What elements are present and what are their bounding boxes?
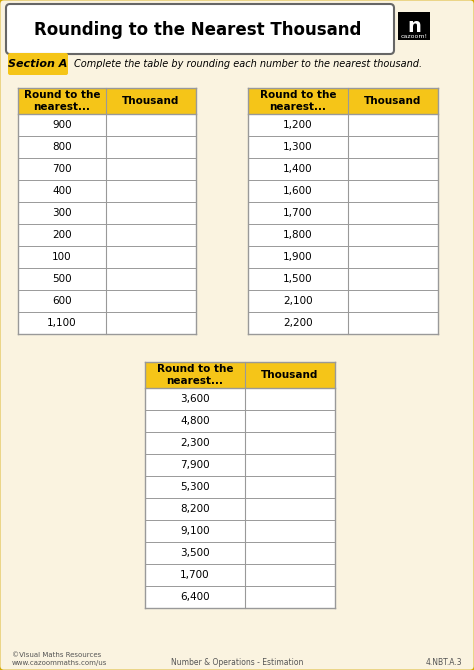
- Text: 1,600: 1,600: [283, 186, 313, 196]
- Bar: [248, 88, 438, 114]
- Text: 1,400: 1,400: [283, 164, 313, 174]
- Text: 900: 900: [52, 120, 72, 130]
- Text: Round to the
nearest...: Round to the nearest...: [260, 90, 336, 112]
- Text: Thousand: Thousand: [365, 96, 422, 106]
- Text: 2,100: 2,100: [283, 296, 313, 306]
- Text: 2,200: 2,200: [283, 318, 313, 328]
- Text: 3,500: 3,500: [180, 548, 210, 558]
- Text: Thousand: Thousand: [261, 370, 319, 380]
- FancyBboxPatch shape: [6, 4, 394, 54]
- Text: 1,300: 1,300: [283, 142, 313, 152]
- Text: 1,900: 1,900: [283, 252, 313, 262]
- Text: Round to the
nearest...: Round to the nearest...: [24, 90, 100, 112]
- Text: 9,100: 9,100: [180, 526, 210, 536]
- Text: 2,300: 2,300: [180, 438, 210, 448]
- Text: Thousand: Thousand: [122, 96, 180, 106]
- Text: 5,300: 5,300: [180, 482, 210, 492]
- Bar: [145, 362, 335, 608]
- Text: 700: 700: [52, 164, 72, 174]
- Text: ©Visual Maths Resources
www.cazoommaths.com/us: ©Visual Maths Resources www.cazoommaths.…: [12, 652, 108, 667]
- Text: Section A: Section A: [9, 59, 68, 69]
- Text: Rounding to the Nearest Thousand: Rounding to the Nearest Thousand: [34, 21, 362, 39]
- Text: Number & Operations - Estimation: Number & Operations - Estimation: [171, 658, 303, 667]
- Bar: [145, 362, 335, 388]
- Text: 6,400: 6,400: [180, 592, 210, 602]
- Text: Round to the
nearest...: Round to the nearest...: [157, 364, 233, 386]
- Text: 1,700: 1,700: [180, 570, 210, 580]
- Text: 500: 500: [52, 274, 72, 284]
- FancyBboxPatch shape: [8, 53, 68, 75]
- Text: cazoom!: cazoom!: [401, 34, 428, 38]
- Text: 800: 800: [52, 142, 72, 152]
- Text: 600: 600: [52, 296, 72, 306]
- Bar: [248, 88, 438, 334]
- Text: 1,800: 1,800: [283, 230, 313, 240]
- Text: 1,100: 1,100: [47, 318, 77, 328]
- Bar: [18, 88, 196, 334]
- Text: n: n: [407, 17, 421, 36]
- Bar: [398, 12, 430, 40]
- Text: 300: 300: [52, 208, 72, 218]
- Text: 4,800: 4,800: [180, 416, 210, 426]
- Text: 4.NBT.A.3: 4.NBT.A.3: [425, 658, 462, 667]
- Text: 8,200: 8,200: [180, 504, 210, 514]
- Text: Complete the table by rounding each number to the nearest thousand.: Complete the table by rounding each numb…: [74, 59, 422, 69]
- Bar: [18, 88, 196, 114]
- Text: 3,600: 3,600: [180, 394, 210, 404]
- Text: 100: 100: [52, 252, 72, 262]
- Text: 7,900: 7,900: [180, 460, 210, 470]
- Text: 400: 400: [52, 186, 72, 196]
- Text: 1,200: 1,200: [283, 120, 313, 130]
- Text: 200: 200: [52, 230, 72, 240]
- Text: 1,500: 1,500: [283, 274, 313, 284]
- Text: 1,700: 1,700: [283, 208, 313, 218]
